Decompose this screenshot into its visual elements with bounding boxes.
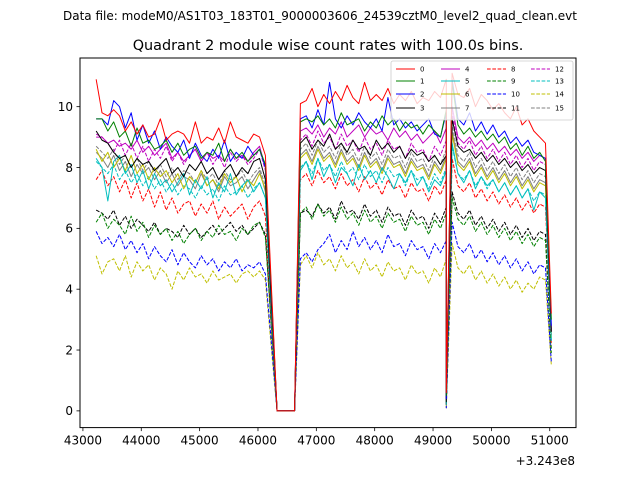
legend-label-7: 7 [465, 105, 469, 113]
legend-label-9: 9 [511, 78, 515, 86]
series-line-2 [96, 78, 552, 412]
series-line-9 [95, 197, 552, 412]
x-tick-label: 44000 [122, 434, 160, 448]
x-tick-label: 47000 [297, 434, 335, 448]
y-tick-label: 6 [65, 222, 73, 236]
x-tick-label: 49000 [414, 434, 452, 448]
y-tick-label: 2 [65, 343, 73, 357]
legend-label-3: 3 [420, 105, 424, 113]
legend-label-1: 1 [420, 78, 424, 86]
axis-ticks: 43000 44000 45000 46000 47000 48000 49000 50000… [58, 100, 569, 448]
legend-label-13: 13 [555, 78, 564, 86]
x-offset-label: +3.243e8 [516, 454, 575, 468]
y-tick-label: 4 [65, 282, 73, 296]
legend-label-5: 5 [465, 78, 469, 86]
series-line-1 [96, 81, 552, 412]
figure-suptitle: Data file: modeM0/AS1T03_183T01_90000036… [63, 9, 577, 23]
legend-label-15: 15 [555, 105, 564, 113]
series-layer [95, 72, 552, 412]
series-line-7 [95, 130, 552, 412]
series-line-14 [95, 243, 552, 412]
x-tick-label: 48000 [356, 434, 394, 448]
series-line-12 [95, 112, 552, 412]
legend-label-8: 8 [511, 66, 515, 74]
series-line-10 [95, 221, 552, 412]
legend-label-0: 0 [420, 66, 424, 74]
x-tick-label: 43000 [64, 434, 102, 448]
y-tick-label: 10 [58, 100, 73, 114]
legend-label-11: 11 [511, 105, 520, 113]
series-line-8 [95, 157, 552, 412]
series-line-3 [95, 118, 552, 412]
x-tick-label: 50000 [472, 434, 510, 448]
y-tick-label: 0 [65, 404, 73, 418]
series-line-11 [95, 191, 552, 412]
legend-label-10: 10 [511, 91, 520, 99]
plot-frame [79, 57, 577, 429]
x-tick-label: 46000 [239, 434, 277, 448]
legend-frame [390, 60, 574, 121]
series-line-5 [95, 142, 552, 412]
x-tick-label: 45000 [181, 434, 219, 448]
legend-label-12: 12 [555, 66, 564, 74]
legend-label-4: 4 [465, 66, 470, 74]
legend-label-6: 6 [465, 91, 470, 99]
legend-label-14: 14 [555, 91, 564, 99]
series-line-15 [95, 124, 552, 412]
legend-label-2: 2 [420, 91, 424, 99]
chart-title: Quadrant 2 module wise count rates with … [133, 38, 524, 54]
series-line-4 [96, 106, 552, 412]
series-line-13 [95, 145, 552, 412]
y-tick-label: 8 [65, 161, 73, 175]
series-line-6 [95, 133, 552, 412]
x-tick-label: 51000 [531, 434, 569, 448]
